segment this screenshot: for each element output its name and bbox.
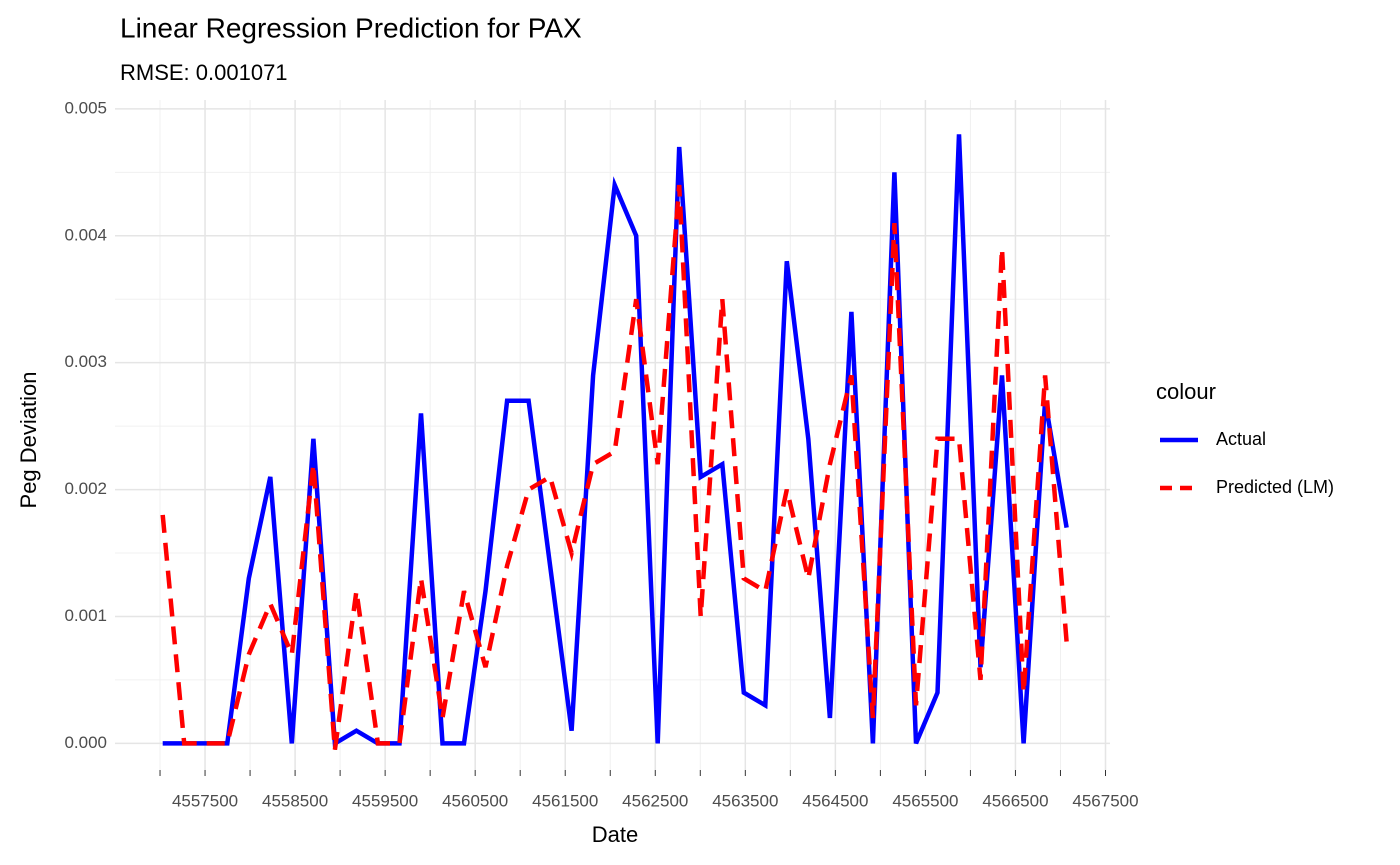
y-tick-label: 0.003 <box>64 352 107 371</box>
x-tick-label: 4563500 <box>712 791 778 810</box>
x-tick-label: 4560500 <box>442 791 508 810</box>
y-tick-label: 0.001 <box>64 606 107 625</box>
y-tick-label: 0.000 <box>64 733 107 752</box>
x-tick-label: 4557500 <box>172 791 238 810</box>
x-tick-label: 4565500 <box>892 791 958 810</box>
legend-label: Actual <box>1216 429 1266 449</box>
legend-title: colour <box>1156 379 1216 404</box>
x-tick-label: 4566500 <box>982 791 1048 810</box>
x-tick-label: 4559500 <box>352 791 418 810</box>
y-tick-label: 0.004 <box>64 225 107 244</box>
x-tick-label: 4558500 <box>262 791 328 810</box>
y-axis-label: Peg Deviation <box>16 372 41 509</box>
y-tick-label: 0.002 <box>64 479 107 498</box>
x-axis-label: Date <box>592 822 638 847</box>
x-tick-label: 4564500 <box>802 791 868 810</box>
line-series <box>162 134 1069 748</box>
line-series <box>160 184 1069 751</box>
legend-label: Predicted (LM) <box>1216 477 1334 497</box>
x-tick-label: 4561500 <box>532 791 598 810</box>
chart-subtitle: RMSE: 0.001071 <box>120 60 288 85</box>
x-tick-label: 4562500 <box>622 791 688 810</box>
y-tick-label: 0.005 <box>64 98 107 117</box>
x-tick-label: 4567500 <box>1072 791 1138 810</box>
chart-title: Linear Regression Prediction for PAX <box>120 12 582 43</box>
